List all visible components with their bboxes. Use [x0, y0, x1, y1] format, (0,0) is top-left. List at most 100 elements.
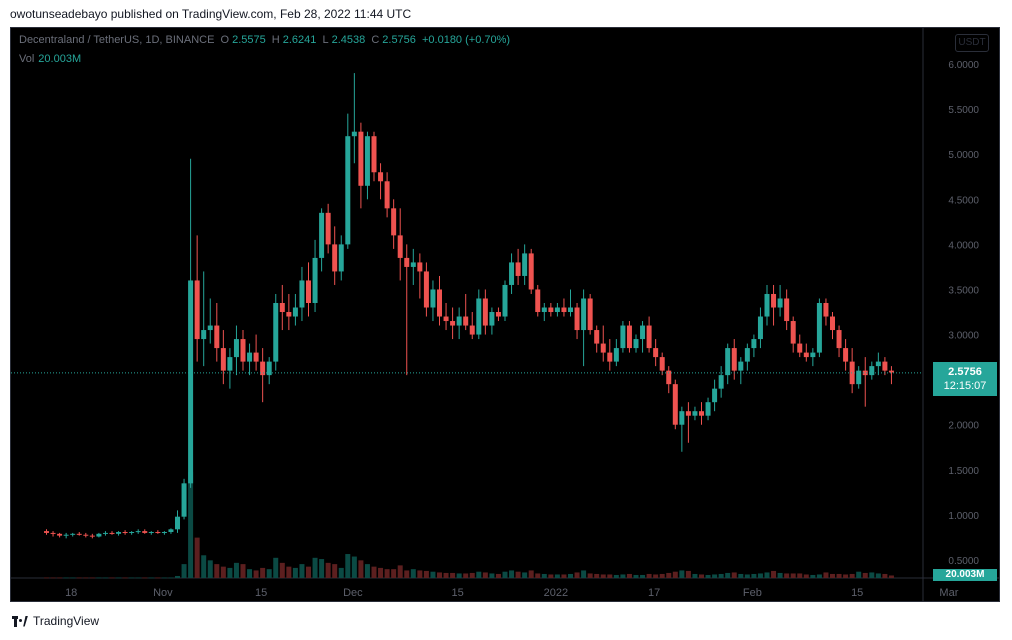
volume-bar: [784, 573, 790, 578]
candle-body: [161, 532, 167, 534]
candle-body: [430, 289, 436, 308]
volume-bar: [613, 574, 619, 578]
volume-bar: [70, 577, 76, 579]
candle-body: [456, 316, 462, 326]
x-tick-label: Mar: [939, 587, 958, 599]
price-chart[interactable]: 0.50001.00001.50002.00002.50003.00003.50…: [11, 28, 1000, 602]
chart-frame[interactable]: 0.50001.00001.50002.00002.50003.00003.50…: [10, 27, 1000, 602]
publisher-line: owotunseadebayo published on TradingView…: [10, 7, 412, 21]
volume-bar: [378, 567, 384, 578]
volume-bar: [725, 572, 731, 578]
candle-body: [135, 531, 141, 533]
candle-body: [240, 339, 246, 362]
volume-bar: [50, 577, 56, 579]
candle-body: [378, 172, 384, 182]
volume-bar: [836, 573, 842, 578]
candle-body: [482, 298, 488, 326]
candle-body: [57, 533, 63, 536]
candle-body: [862, 370, 868, 376]
open-value: 2.5575: [232, 34, 266, 46]
volume-bar: [659, 573, 665, 578]
volume-bar: [692, 573, 698, 578]
volume-bar: [410, 569, 416, 578]
candle-body: [286, 312, 292, 317]
candle-body: [764, 293, 770, 317]
x-tick-label: Feb: [743, 587, 762, 599]
volume-bar: [430, 571, 436, 578]
volume-bar: [155, 577, 161, 579]
candle-body: [653, 348, 659, 358]
volume-bar: [188, 472, 194, 578]
footer-brand[interactable]: TradingView: [12, 614, 99, 628]
volume-bar: [495, 573, 501, 578]
volume-bar: [751, 573, 757, 578]
volume-bar: [849, 573, 855, 578]
volume-bar: [129, 577, 135, 579]
candle-body: [744, 348, 750, 362]
volume-bar: [266, 569, 272, 578]
volume-bar: [57, 577, 63, 579]
symbol-title: Decentraland / TetherUS, 1D, BINANCE: [19, 34, 215, 46]
open-label: O: [220, 34, 230, 46]
candle-body: [247, 352, 253, 362]
volume-bar: [522, 572, 528, 578]
volume-bar: [587, 573, 593, 578]
x-tick-label: 15: [452, 587, 464, 599]
volume-bar: [364, 564, 370, 578]
candle-body: [83, 534, 89, 536]
currency-unit-button[interactable]: USDT: [955, 34, 989, 52]
volume-bar: [515, 571, 521, 578]
candle-body: [509, 262, 515, 285]
volume-bar: [875, 573, 881, 578]
y-tick-label: 5.5000: [948, 105, 979, 116]
candle-body: [476, 298, 482, 335]
y-tick-label: 4.5000: [948, 195, 979, 206]
volume-bar: [63, 577, 69, 579]
candle-body: [823, 303, 829, 317]
candle-body: [194, 280, 200, 340]
candle-body: [731, 348, 737, 371]
candle-body: [89, 535, 95, 537]
candle-body: [332, 244, 338, 272]
candle-body: [587, 298, 593, 331]
volume-bar: [286, 566, 292, 578]
volume-bar: [227, 567, 233, 578]
y-tick-label: 5.0000: [948, 150, 979, 161]
volume-bar: [417, 570, 423, 578]
volume-bar: [633, 574, 639, 578]
candle-body: [306, 280, 311, 303]
candle-body: [600, 343, 606, 353]
volume-bar: [554, 574, 560, 578]
candle-body: [581, 298, 587, 331]
volume-bar: [253, 570, 259, 578]
candle-body: [849, 361, 855, 385]
tradingview-logo-icon: [12, 615, 28, 627]
candle-body: [358, 131, 364, 186]
candle-body: [63, 534, 69, 536]
candle-body: [771, 293, 777, 308]
volume-bar: [233, 562, 239, 578]
candle-body: [568, 307, 573, 313]
candle-body: [220, 348, 226, 371]
candle-body: [679, 411, 685, 425]
candle-body: [875, 361, 881, 367]
candle-body: [672, 384, 678, 425]
volume-bar: [469, 572, 475, 578]
candle-body: [757, 316, 763, 340]
volume-bar: [247, 569, 253, 578]
volume-bar: [816, 574, 822, 578]
candle-body: [699, 411, 704, 416]
candle-body: [856, 370, 862, 385]
candle-body: [882, 361, 888, 371]
candle-body: [738, 361, 744, 371]
volume-bar: [718, 573, 724, 578]
y-tick-label: 3.0000: [948, 331, 979, 342]
candle-body: [633, 339, 639, 349]
candle-body: [777, 298, 783, 308]
y-tick-label: 4.0000: [948, 240, 979, 251]
volume-bar: [705, 574, 711, 578]
volume-bar: [489, 573, 495, 578]
candle-body: [325, 212, 331, 245]
volume-bar: [207, 560, 213, 578]
close-value: 2.5756: [382, 34, 416, 46]
